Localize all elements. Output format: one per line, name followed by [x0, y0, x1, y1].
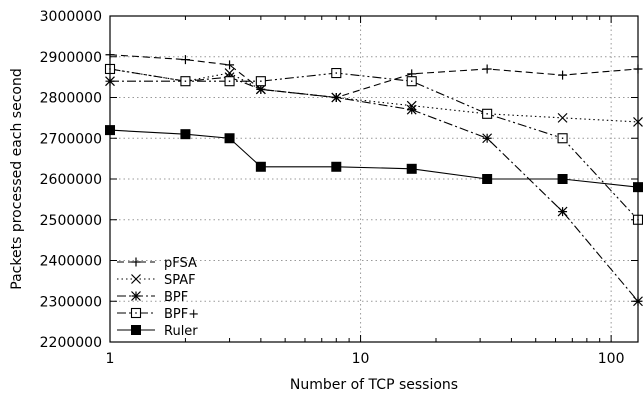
y-tick-label: 2400000: [40, 254, 102, 270]
series-layer: [104, 50, 643, 307]
data-point-star: [406, 104, 417, 115]
data-point-filled-square: [255, 161, 266, 172]
y-axis-label: Packets processed each second: [9, 68, 25, 289]
x-tick-label: 100: [598, 351, 625, 367]
legend-label: pFSA: [164, 256, 197, 271]
y-tick-label: 2800000: [40, 91, 102, 107]
data-point-filled-square: [180, 129, 191, 140]
y-tick-label: 2900000: [40, 50, 102, 66]
legend-item: Ruler: [117, 324, 198, 339]
data-point-square-center: [184, 80, 187, 82]
data-point-square-center: [260, 80, 262, 82]
data-point-plus: [180, 55, 190, 65]
data-point-filled-square: [406, 163, 417, 174]
legend-label: SPAF: [164, 273, 196, 288]
data-point-cross: [131, 274, 141, 284]
legend-item: BPF+: [117, 307, 199, 322]
legend-label: BPF: [164, 290, 188, 305]
data-point-star: [131, 291, 141, 301]
series-bpf-: [104, 63, 643, 225]
data-point-filled-square: [131, 325, 141, 335]
legend-label: Ruler: [164, 324, 198, 339]
data-point-square-center: [561, 137, 564, 139]
x-axis-label: Number of TCP sessions: [290, 377, 458, 393]
series-pfsa: [105, 50, 643, 102]
data-point-square-center: [135, 312, 137, 314]
y-tick-label: 2500000: [40, 213, 102, 229]
legend-item: pFSA: [117, 256, 197, 271]
legend-label: BPF+: [164, 307, 199, 322]
data-point-filled-square: [224, 133, 235, 144]
data-point-square-center: [335, 72, 337, 74]
plot-frame: [109, 15, 639, 343]
y-tick-label: 2200000: [40, 335, 102, 351]
series-spaf: [105, 64, 643, 127]
data-point-cross: [557, 112, 568, 123]
data-point-star: [331, 92, 342, 103]
y-tick-label: 2700000: [40, 131, 102, 147]
legend-item: SPAF: [117, 273, 196, 288]
data-point-filled-square: [331, 161, 342, 172]
data-point-star: [255, 84, 266, 95]
x-tick-label: 1: [106, 351, 115, 367]
data-point-square-center: [486, 113, 488, 115]
data-point-plus: [482, 64, 492, 74]
series-line: [109, 54, 639, 99]
data-point-square-center: [411, 80, 413, 82]
legend: pFSA SPAF BPF BPF+ Ruler: [117, 256, 199, 339]
series-line: [109, 68, 639, 123]
data-point-plus: [225, 60, 235, 70]
y-tick-label: 2600000: [40, 172, 102, 188]
tick-labels: 2200000 2300000 2400000 2500000 2600000 27000…: [40, 9, 625, 367]
legend-item: BPF: [117, 290, 188, 305]
data-point-square-center: [228, 80, 231, 82]
grid-lines: [110, 16, 638, 342]
y-tick-label: 3000000: [40, 9, 102, 25]
series-line: [109, 68, 639, 221]
data-point-star: [557, 206, 568, 217]
data-point-star: [482, 133, 493, 144]
y-tick-label: 2300000: [40, 294, 102, 310]
data-point-filled-square: [482, 174, 493, 184]
data-point-plus: [558, 70, 568, 80]
data-point-plus: [131, 257, 141, 267]
x-tick-label: 10: [352, 351, 370, 367]
data-point-filled-square: [557, 174, 568, 184]
